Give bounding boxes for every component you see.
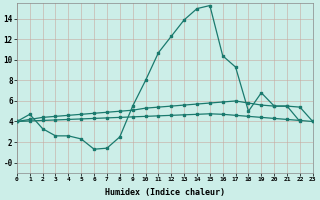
X-axis label: Humidex (Indice chaleur): Humidex (Indice chaleur) xyxy=(105,188,225,197)
